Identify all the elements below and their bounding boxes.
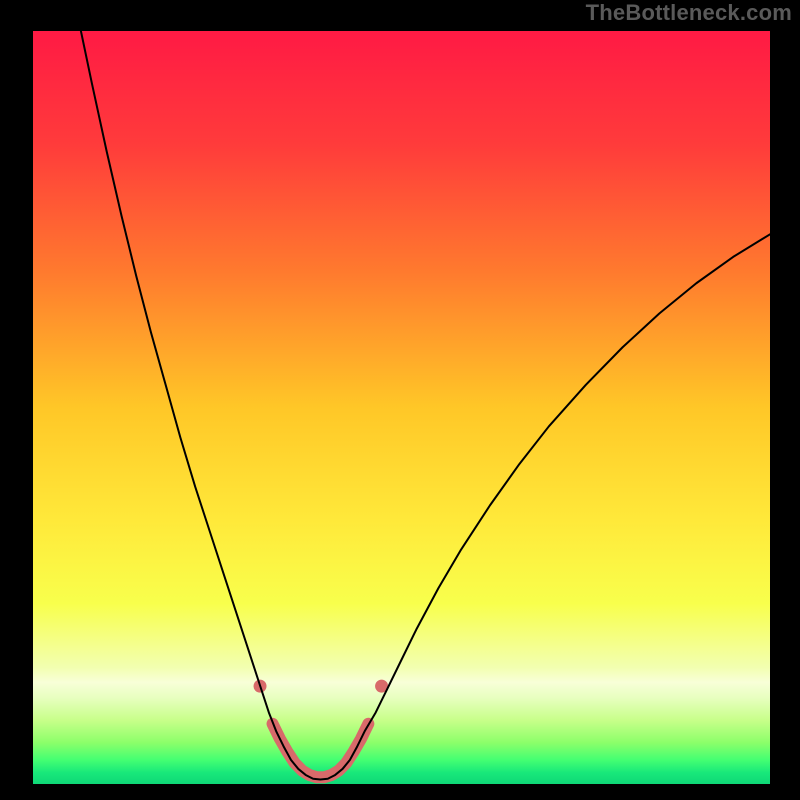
chart-svg — [33, 31, 770, 784]
watermark-text: TheBottleneck.com — [586, 0, 792, 26]
gradient-background — [33, 31, 770, 784]
plot-area — [33, 31, 770, 784]
chart-stage: TheBottleneck.com — [0, 0, 800, 800]
